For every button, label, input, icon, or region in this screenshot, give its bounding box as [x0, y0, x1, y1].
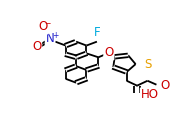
Text: S: S [144, 58, 151, 71]
Text: O: O [39, 20, 48, 34]
Text: +: + [52, 31, 58, 40]
Text: F: F [94, 26, 100, 39]
Text: HO: HO [141, 88, 159, 101]
Text: O: O [161, 79, 170, 92]
Text: O: O [32, 40, 41, 53]
Text: O: O [104, 46, 113, 59]
Text: −: − [45, 20, 51, 29]
Text: N: N [46, 32, 54, 45]
